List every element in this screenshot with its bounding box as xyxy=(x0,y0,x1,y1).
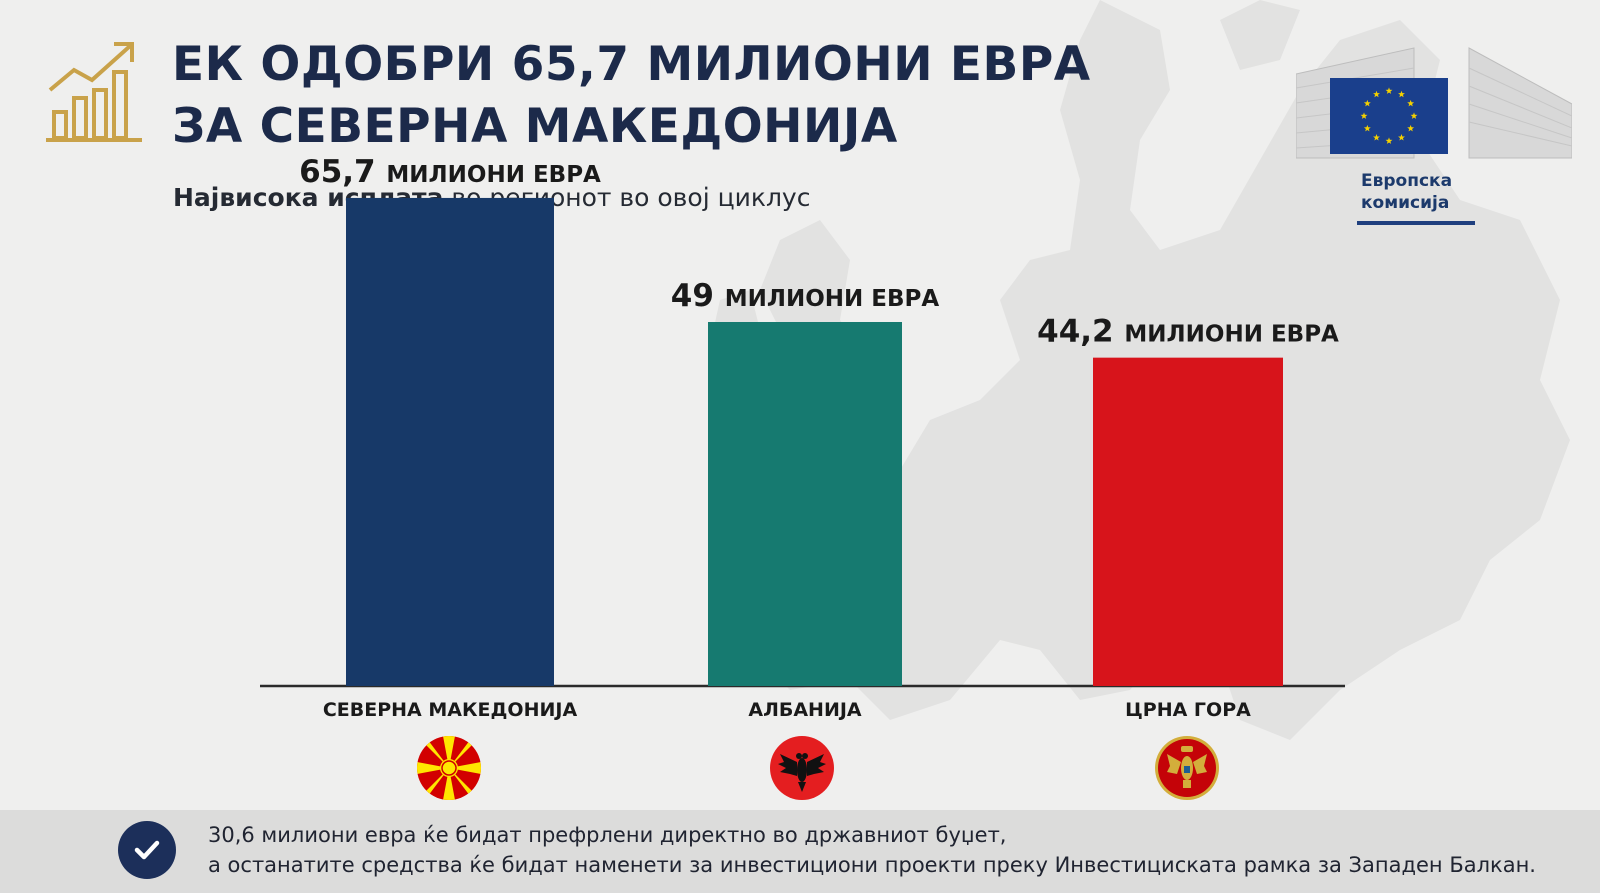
eu-star xyxy=(1385,137,1393,144)
footer-note: 30,6 милиони евра ќе бидат префрлени дир… xyxy=(0,810,1600,893)
eu-star xyxy=(1363,124,1371,132)
footer-line-2: а останатите средства ќе бидат наменети … xyxy=(208,853,1536,877)
ec-logo-line1: Европска xyxy=(1361,171,1453,191)
bar-1 xyxy=(708,322,902,686)
montenegro-flag-icon xyxy=(1155,736,1219,800)
value-label-1: 49 МИЛИОНИ ЕВРА xyxy=(671,278,940,314)
value-unit: МИЛИОНИ ЕВРА xyxy=(725,286,940,312)
eu-star xyxy=(1363,99,1371,107)
bar-2 xyxy=(1093,357,1283,686)
value-number: 65,7 xyxy=(299,154,386,190)
eu-star xyxy=(1373,134,1380,141)
category-label-2: ЦРНА ГОРА xyxy=(1125,699,1251,721)
eu-star xyxy=(1373,90,1380,98)
eu-star xyxy=(1410,112,1418,119)
albania-flag-icon xyxy=(770,736,834,800)
eu-star xyxy=(1398,90,1405,98)
ec-logo-underline xyxy=(1357,221,1475,225)
category-label-0: СЕВЕРНА МАКЕДОНИЈА xyxy=(323,699,578,721)
bar-0 xyxy=(346,197,554,686)
value-number: 49 xyxy=(671,278,725,314)
page-title: ЕК ОДОБРИ 65,7 МИЛИОНИ ЕВРА ЗА СЕВЕРНА М… xyxy=(172,34,1091,158)
bar-chart: 65,7 МИЛИОНИ ЕВРА СЕВЕРНА МАКЕДОНИЈА 49 МИ… xyxy=(260,154,1345,721)
footer-text: 30,6 милиони евра ќе бидат префрлени дир… xyxy=(208,820,1536,880)
footer-line-1: 30,6 милиони евра ќе бидат префрлени дир… xyxy=(208,823,1007,847)
north-macedonia-flag-icon xyxy=(417,736,481,800)
title-line-1: ЕК ОДОБРИ 65,7 МИЛИОНИ ЕВРА xyxy=(172,37,1091,92)
category-label-1: АЛБАНИЈА xyxy=(748,699,862,721)
title-line-2: ЗА СЕВЕРНА МАКЕДОНИЈА xyxy=(172,99,898,154)
eu-star xyxy=(1385,87,1393,94)
value-number: 44,2 xyxy=(1037,314,1124,350)
eu-star xyxy=(1407,99,1415,107)
eu-star xyxy=(1407,124,1415,132)
eu-star xyxy=(1398,134,1405,141)
eu-star xyxy=(1360,112,1368,119)
value-unit: МИЛИОНИ ЕВРА xyxy=(386,162,601,188)
ec-logo-text: Европска комисија xyxy=(1361,170,1452,214)
checkmark-icon xyxy=(118,821,176,879)
eu-flag-icon xyxy=(1296,47,1572,159)
value-label-2: 44,2 МИЛИОНИ ЕВРА xyxy=(1037,314,1339,350)
value-label-0: 65,7 МИЛИОНИ ЕВРА xyxy=(299,154,601,190)
ec-logo-line2: комисија xyxy=(1361,193,1450,213)
value-unit: МИЛИОНИ ЕВРА xyxy=(1124,322,1339,348)
growth-chart-icon xyxy=(46,42,142,142)
